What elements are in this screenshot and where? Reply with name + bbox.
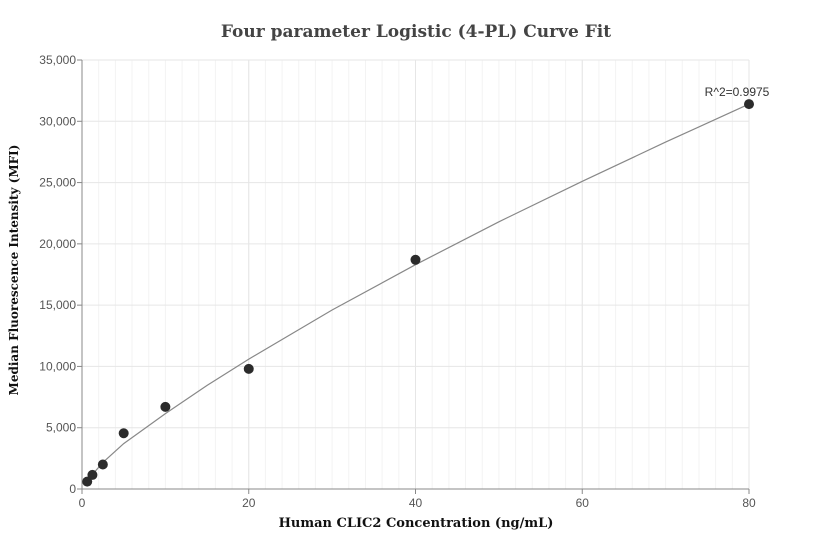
y-tick-label: 25,000 [39, 176, 76, 190]
axes [77, 59, 750, 494]
y-tick-label: 35,000 [39, 53, 76, 67]
grid [81, 59, 750, 490]
data-point[interactable] [82, 476, 93, 487]
data-point[interactable] [87, 469, 98, 480]
r-squared-annotation: R^2=0.9975 [705, 85, 770, 99]
tick-labels: 0 20 40 60 80 0 5,000 10,000 15,000 20,000 25,000 3… [39, 53, 756, 510]
x-tick-label: 20 [242, 496, 256, 510]
data-point[interactable] [97, 459, 108, 470]
x-tick-label: 0 [79, 496, 86, 510]
y-tick-label: 20,000 [39, 237, 76, 251]
y-tick-label: 5,000 [46, 421, 76, 435]
data-point[interactable] [118, 428, 129, 439]
chart-title: Four parameter Logistic (4-PL) Curve Fit [220, 22, 612, 42]
fit-curve-group [86, 103, 750, 482]
data-point[interactable] [243, 363, 254, 374]
data-point[interactable] [160, 401, 171, 412]
x-tick-label: 40 [409, 496, 423, 510]
x-tick-label: 60 [576, 496, 590, 510]
x-tick-label: 80 [742, 496, 756, 510]
data-point[interactable] [744, 99, 754, 110]
data-point[interactable] [410, 254, 421, 265]
y-tick-label: 15,000 [39, 298, 76, 312]
fit-curve-line [86, 103, 750, 482]
y-tick-label: 0 [69, 482, 76, 496]
y-tick-label: 10,000 [39, 359, 76, 373]
data-points [82, 99, 754, 487]
x-axis-label: Human CLIC2 Concentration (ng/mL) [278, 516, 554, 531]
y-tick-label: 30,000 [39, 114, 76, 128]
